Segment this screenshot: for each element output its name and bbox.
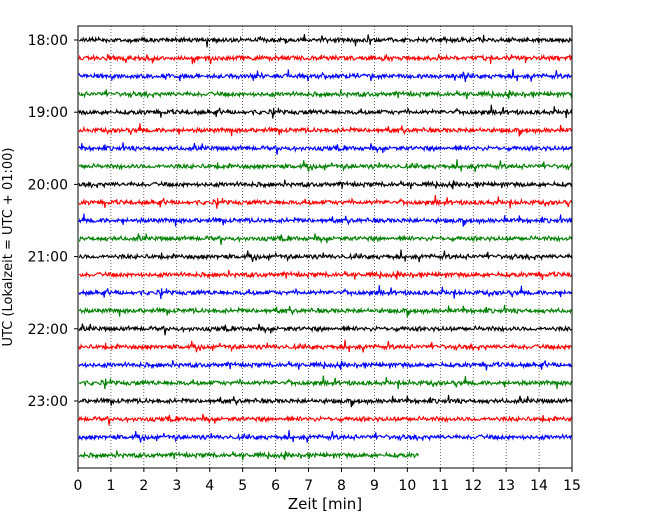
- x-tick-label: 0: [74, 478, 83, 494]
- y-tick-label: 18:00: [28, 33, 68, 49]
- trace-series: [78, 34, 573, 461]
- trace-line: [78, 69, 573, 82]
- trace-line: [78, 179, 573, 190]
- trace-line: [78, 142, 573, 155]
- y-axis-ticks: 18:00 19:00 20:00 21:00 22:00 23:00: [28, 33, 78, 410]
- trace-line: [78, 123, 573, 137]
- trace-line: [78, 104, 573, 119]
- y-axis-label: UTC (Lokalzeit = UTC + 01:00): [1, 148, 16, 347]
- trace-line: [78, 375, 573, 390]
- x-tick-label: 15: [563, 478, 581, 494]
- trace-line: [78, 233, 573, 246]
- trace-line: [78, 323, 573, 336]
- x-axis-ticks: 0 1 2 3 4 5 6 7 8 9 10 11 12 13 14 15: [74, 468, 581, 494]
- y-tick-label: 21:00: [28, 250, 68, 266]
- trace-line: [78, 89, 573, 100]
- trace-line: [78, 339, 573, 353]
- x-tick-label: 4: [205, 478, 214, 494]
- trace-line: [78, 269, 573, 281]
- trace-line: [78, 194, 573, 209]
- x-tick-label: 12: [464, 478, 482, 494]
- trace-line: [78, 304, 573, 317]
- trace-line: [78, 394, 573, 408]
- trace-line: [78, 34, 573, 48]
- trace-line: [78, 360, 573, 371]
- x-tick-label: 6: [271, 478, 280, 494]
- trace-line: [78, 159, 573, 172]
- y-tick-label: 22:00: [28, 322, 68, 338]
- trace-line: [78, 53, 573, 65]
- x-tick-label: 13: [497, 478, 515, 494]
- trace-line: [78, 450, 419, 461]
- y-tick-label: 20:00: [28, 177, 68, 193]
- x-tick-label: 14: [530, 478, 548, 494]
- y-tick-label: 23:00: [28, 394, 68, 410]
- x-tick-label: 3: [172, 478, 181, 494]
- x-tick-label: 1: [106, 478, 115, 494]
- trace-line: [78, 413, 573, 426]
- x-tick-label: 7: [304, 478, 313, 494]
- x-tick-label: 10: [398, 478, 416, 494]
- x-axis-label: Zeit [min]: [288, 495, 362, 513]
- x-tick-label: 9: [370, 478, 379, 494]
- y-tick-label: 19:00: [28, 105, 68, 121]
- trace-line: [78, 430, 572, 443]
- x-tick-label: 2: [139, 478, 148, 494]
- trace-line: [78, 285, 573, 300]
- trace-line: [78, 249, 573, 263]
- trace-line: [78, 213, 573, 227]
- x-tick-label: 8: [337, 478, 346, 494]
- x-tick-label: 5: [238, 478, 247, 494]
- x-tick-label: 11: [431, 478, 449, 494]
- plot-frame: [77, 25, 573, 469]
